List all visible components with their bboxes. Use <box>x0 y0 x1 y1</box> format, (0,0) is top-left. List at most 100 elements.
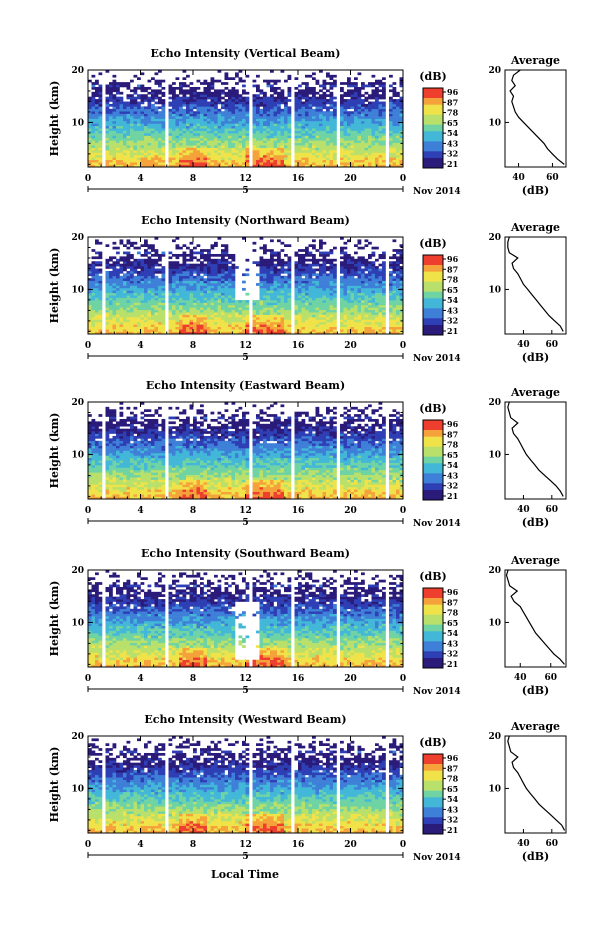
heatmap-cell <box>288 143 292 146</box>
heatmap-cell <box>214 295 218 298</box>
heatmap-cell <box>288 283 292 286</box>
heatmap-cell <box>148 92 152 95</box>
heatmap-cell <box>186 266 190 269</box>
heatmap-cell <box>305 317 309 320</box>
heatmap-cell <box>274 264 278 267</box>
heatmap-cell <box>375 92 379 95</box>
heatmap-cell <box>281 242 285 245</box>
heatmap-cell <box>277 264 281 267</box>
heatmap-cell <box>95 307 99 310</box>
heatmap-cell <box>347 82 351 85</box>
heatmap-cell <box>179 155 183 158</box>
heatmap-cell <box>246 131 250 134</box>
heatmap-cell <box>88 155 92 158</box>
colorbar-tick-label: 78 <box>447 108 459 118</box>
heatmap-cell <box>116 319 120 322</box>
heatmap-cell <box>354 89 358 92</box>
heatmap-cell <box>228 133 232 136</box>
heatmap-cell <box>382 155 386 158</box>
heatmap-cell <box>263 300 267 303</box>
heatmap-cell <box>158 329 162 332</box>
heatmap-cell <box>277 259 281 262</box>
heatmap-cell <box>214 290 218 293</box>
heatmap-cell <box>99 281 103 284</box>
heatmap-cell <box>193 128 197 131</box>
heatmap-cell <box>214 119 218 122</box>
heatmap-cell <box>109 99 113 102</box>
heatmap-cell <box>92 276 96 279</box>
heatmap-cell <box>284 281 288 284</box>
heatmap-cell <box>242 310 246 313</box>
heatmap-cell <box>225 269 229 272</box>
heatmap-cell <box>253 317 257 320</box>
heatmap-cell <box>256 138 260 141</box>
heatmap-cell <box>256 157 260 160</box>
heatmap-cell <box>151 312 155 315</box>
heatmap-cell <box>319 135 323 138</box>
heatmap-cell <box>148 123 152 126</box>
heatmap-cell <box>116 286 120 289</box>
heatmap-cell <box>389 121 393 124</box>
heatmap-cell <box>312 121 316 124</box>
heatmap-cell <box>389 138 393 141</box>
heatmap-cell <box>260 319 264 322</box>
heatmap-cell <box>211 145 215 148</box>
heatmap-cell <box>158 85 162 88</box>
heatmap-cell <box>204 131 208 134</box>
heatmap-cell <box>354 121 358 124</box>
heatmap-cell <box>88 116 92 119</box>
heatmap-cell <box>319 131 323 134</box>
heatmap-cell <box>200 278 204 281</box>
heatmap-cell <box>235 310 239 313</box>
heatmap-cell <box>277 160 281 163</box>
heatmap-cell <box>284 261 288 264</box>
heatmap-cell <box>239 133 243 136</box>
heatmap-cell <box>155 329 159 332</box>
heatmap-cell <box>95 155 99 158</box>
heatmap-cell <box>137 302 141 305</box>
heatmap-cell <box>169 121 173 124</box>
heatmap-cell <box>298 327 302 330</box>
heatmap-cell <box>365 119 369 122</box>
heatmap-cell <box>263 317 267 320</box>
heatmap-cell <box>277 155 281 158</box>
heatmap-cell <box>253 305 257 308</box>
heatmap-cell <box>183 160 187 163</box>
heatmap-cell <box>379 97 383 100</box>
heatmap-cell <box>368 106 372 109</box>
heatmap-cell <box>316 290 320 293</box>
heatmap-cell <box>176 121 180 124</box>
heatmap-cell <box>225 283 229 286</box>
heatmap-cell <box>316 157 320 160</box>
heatmap-cell <box>151 119 155 122</box>
heatmap-cell <box>288 312 292 315</box>
heatmap-cell <box>148 269 152 272</box>
heatmap-cell <box>214 140 218 143</box>
heatmap-cell <box>284 269 288 272</box>
heatmap-cell <box>319 106 323 109</box>
heatmap-cell <box>186 106 190 109</box>
heatmap-cell <box>330 119 334 122</box>
heatmap-cell <box>302 119 306 122</box>
heatmap-cell <box>323 111 327 114</box>
heatmap-cell <box>172 310 176 313</box>
heatmap-cell <box>361 82 365 85</box>
heatmap-cell <box>127 254 131 257</box>
heatmap-cell <box>305 162 309 165</box>
heatmap-cell <box>246 99 250 102</box>
heatmap-cell <box>186 138 190 141</box>
heatmap-cell <box>162 286 166 289</box>
heatmap-cell <box>148 116 152 119</box>
heatmap-cell <box>186 128 190 131</box>
heatmap-cell <box>228 150 232 153</box>
heatmap-cell <box>312 288 316 291</box>
heatmap-cell <box>172 128 176 131</box>
heatmap-cell <box>151 324 155 327</box>
heatmap-cell <box>158 256 162 259</box>
heatmap-cell <box>141 281 145 284</box>
heatmap-cell <box>284 135 288 138</box>
heatmap-cell <box>253 135 257 138</box>
heatmap-cell <box>176 119 180 122</box>
heatmap-cell <box>169 135 173 138</box>
heatmap-cell <box>172 315 176 318</box>
